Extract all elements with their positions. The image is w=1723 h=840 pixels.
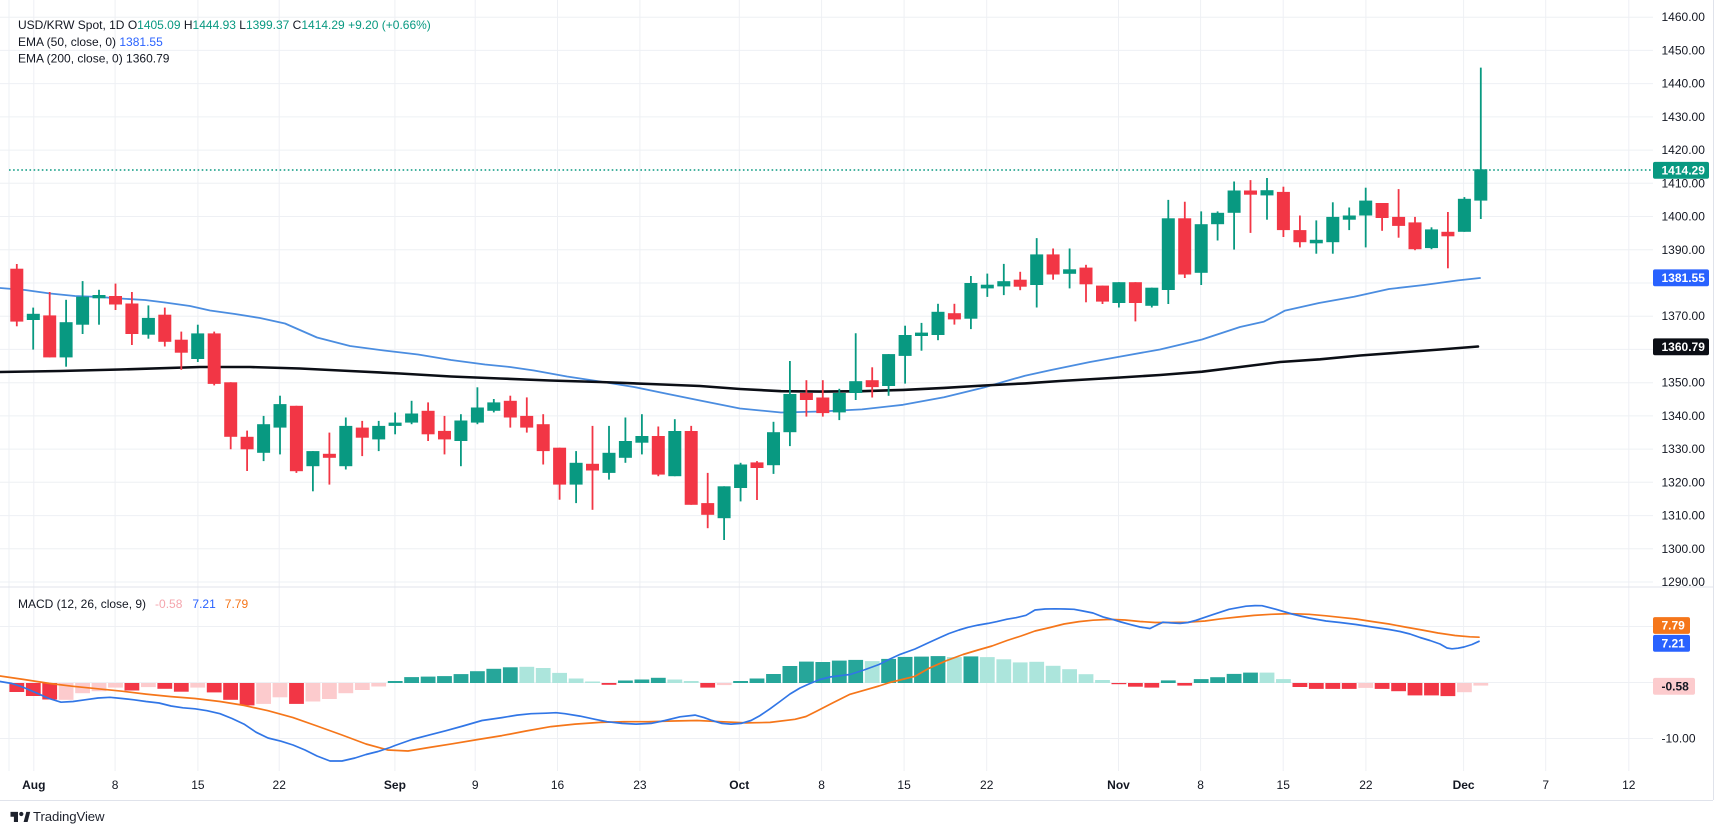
- svg-text:1430.00: 1430.00: [1662, 110, 1706, 124]
- svg-text:Sep: Sep: [384, 778, 406, 792]
- svg-text:1320.00: 1320.00: [1662, 475, 1706, 489]
- svg-text:12: 12: [1622, 778, 1636, 792]
- svg-text:1350.00: 1350.00: [1662, 376, 1706, 390]
- svg-text:1340.00: 1340.00: [1662, 409, 1706, 423]
- svg-text:7.21: 7.21: [1662, 637, 1686, 651]
- svg-text:EMA (50, close, 0) 1381.55: EMA (50, close, 0) 1381.55: [18, 35, 163, 49]
- svg-text:1360.79: 1360.79: [1662, 340, 1706, 354]
- svg-text:USD/KRW Spot, 1D O1405.09 H1: USD/KRW Spot, 1D O1405.09 H1444.93 L1399…: [18, 18, 431, 32]
- svg-text:8: 8: [1197, 778, 1204, 792]
- svg-text:7.79: 7.79: [1662, 619, 1686, 633]
- svg-text:8: 8: [818, 778, 825, 792]
- svg-text:1381.55: 1381.55: [1662, 271, 1706, 285]
- svg-text:1330.00: 1330.00: [1662, 442, 1706, 456]
- svg-text:1450.00: 1450.00: [1662, 43, 1706, 57]
- svg-text:1290.00: 1290.00: [1662, 575, 1706, 589]
- svg-text:1460.00: 1460.00: [1662, 10, 1706, 24]
- svg-text:Nov: Nov: [1107, 778, 1130, 792]
- svg-text:7: 7: [1542, 778, 1549, 792]
- svg-text:23: 23: [633, 778, 647, 792]
- svg-text:1390.00: 1390.00: [1662, 243, 1706, 257]
- svg-text:1420.00: 1420.00: [1662, 143, 1706, 157]
- svg-text:15: 15: [897, 778, 911, 792]
- svg-text:15: 15: [1277, 778, 1291, 792]
- svg-text:-10.00: -10.00: [1662, 732, 1696, 746]
- svg-text:Aug: Aug: [22, 778, 45, 792]
- svg-text:1410.00: 1410.00: [1662, 176, 1706, 190]
- svg-text:8: 8: [112, 778, 119, 792]
- svg-text:Oct: Oct: [729, 778, 749, 792]
- svg-text:EMA (200, close, 0) 1360.79: EMA (200, close, 0) 1360.79: [18, 51, 170, 65]
- svg-text:MACD (12, 26, close, 9)-0.587.: MACD (12, 26, close, 9) -0.58 7.21 7.79: [18, 597, 248, 611]
- svg-text:1370.00: 1370.00: [1662, 309, 1706, 323]
- svg-text:1400.00: 1400.00: [1662, 210, 1706, 224]
- svg-text:TradingView: TradingView: [33, 809, 105, 824]
- svg-text:Dec: Dec: [1453, 778, 1475, 792]
- svg-text:16: 16: [551, 778, 565, 792]
- svg-text:22: 22: [1359, 778, 1373, 792]
- svg-text:1414.29: 1414.29: [1662, 164, 1706, 178]
- svg-text:1300.00: 1300.00: [1662, 542, 1706, 556]
- svg-text:1310.00: 1310.00: [1662, 509, 1706, 523]
- svg-text:9: 9: [472, 778, 479, 792]
- svg-text:-0.58: -0.58: [1662, 680, 1690, 694]
- svg-text:22: 22: [980, 778, 994, 792]
- svg-text:1440.00: 1440.00: [1662, 77, 1706, 91]
- svg-text:22: 22: [273, 778, 287, 792]
- svg-text:15: 15: [191, 778, 205, 792]
